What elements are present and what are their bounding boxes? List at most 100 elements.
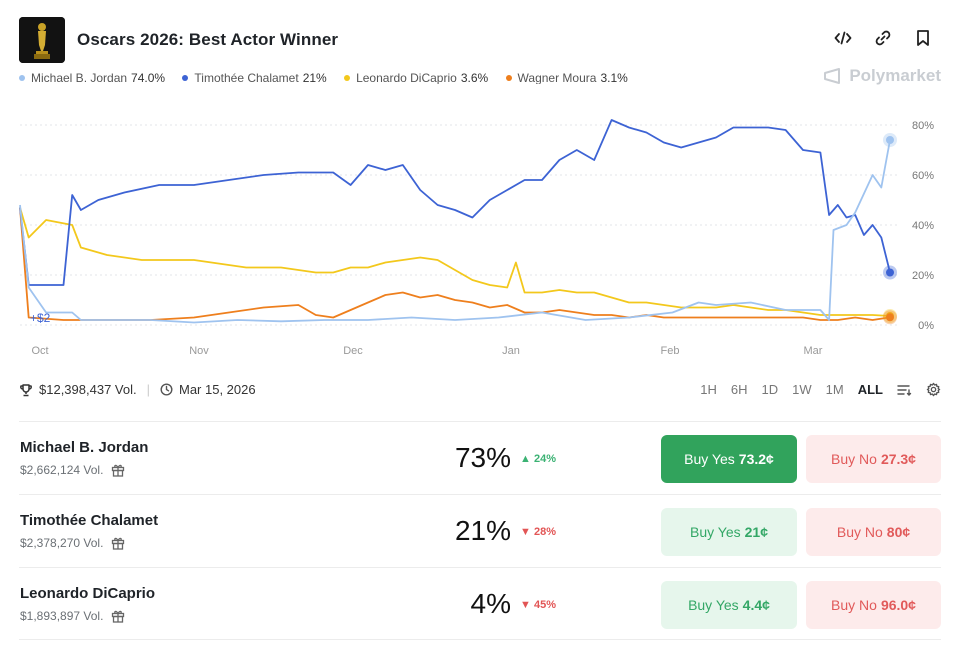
range-1h[interactable]: 1H bbox=[700, 382, 717, 397]
legend-name: Leonardo DiCaprio bbox=[356, 71, 457, 84]
y-tick-label: 20% bbox=[912, 270, 934, 282]
outcome-change: ▼ 28% bbox=[520, 526, 556, 538]
price-history-chart[interactable]: 80% 60% 40% 20% 0% Oct Nov Dec Jan Feb Mar +$2 bbox=[0, 90, 959, 362]
outcome-row-michael-b-jordan[interactable]: Michael B. Jordan $2,662,124 Vol. 73% ▲ … bbox=[19, 421, 941, 494]
buy-yes-price: 73.2¢ bbox=[738, 451, 774, 467]
buy-no-button[interactable]: Buy No 27.3¢ bbox=[806, 435, 941, 483]
legend-dot-icon bbox=[19, 75, 25, 81]
range-6h[interactable]: 6H bbox=[730, 382, 748, 397]
clock-icon bbox=[160, 383, 173, 396]
trophy-icon bbox=[19, 383, 33, 396]
series-line-timoth-e-chalamet bbox=[19, 119, 891, 286]
series-line-michael-b-jordan bbox=[19, 139, 891, 324]
buy-yes-label: Buy Yes bbox=[690, 524, 741, 540]
settings-gear-icon[interactable] bbox=[926, 382, 941, 397]
bookmark-icon[interactable] bbox=[913, 28, 933, 48]
legend-item: Timothée Chalamet 21% bbox=[182, 71, 327, 84]
legend-name: Wagner Moura bbox=[517, 71, 597, 84]
legend-item: Michael B. Jordan 74.0% bbox=[19, 71, 165, 84]
buy-yes-label: Buy Yes bbox=[684, 451, 735, 467]
legend-dot-icon bbox=[344, 75, 351, 81]
buy-no-price: 80¢ bbox=[886, 524, 911, 540]
buy-no-label: Buy No bbox=[836, 524, 883, 540]
legend-value: 21% bbox=[302, 71, 327, 84]
buy-no-button[interactable]: Buy No 80¢ bbox=[806, 508, 941, 556]
legend-value: 3.6% bbox=[460, 71, 489, 84]
buy-yes-button[interactable]: Buy Yes 21¢ bbox=[661, 508, 797, 556]
buy-no-price: 96.0¢ bbox=[880, 597, 916, 613]
buy-yes-label: Buy Yes bbox=[688, 597, 739, 613]
legend-value: 74.0% bbox=[131, 71, 166, 84]
outcome-name: Timothée Chalamet bbox=[20, 512, 159, 529]
buy-no-price: 27.3¢ bbox=[880, 451, 916, 467]
buy-yes-price: 21¢ bbox=[744, 524, 768, 540]
legend-name: Michael B. Jordan bbox=[31, 71, 128, 84]
code-icon[interactable] bbox=[833, 28, 853, 48]
outcome-volume: $2,662,124 Vol. bbox=[20, 463, 125, 477]
series-end-marker bbox=[886, 136, 894, 144]
outcome-change-value: 28% bbox=[533, 526, 556, 538]
legend-dot-icon bbox=[182, 75, 189, 81]
x-tick-label: Jan bbox=[502, 345, 520, 357]
total-volume: $12,398,437 Vol. bbox=[39, 382, 137, 397]
y-tick-label: 80% bbox=[912, 120, 934, 132]
market-header: Oscars 2026: Best Actor Winner bbox=[0, 0, 959, 72]
outcome-change: ▲ 24% bbox=[520, 453, 556, 465]
outcome-probability: 4% bbox=[470, 588, 511, 619]
gift-icon[interactable] bbox=[111, 536, 125, 550]
range-all[interactable]: ALL bbox=[857, 382, 883, 397]
gift-icon[interactable] bbox=[111, 609, 125, 623]
polymarket-logo-icon bbox=[824, 68, 841, 84]
range-1w[interactable]: 1W bbox=[792, 382, 812, 397]
series-line-leonardo-dicaprio bbox=[19, 207, 891, 317]
filter-lines-icon[interactable] bbox=[897, 383, 912, 397]
outcome-row-leonardo-dicaprio[interactable]: Leonardo DiCaprio $1,893,897 Vol. 4% ▼ 4… bbox=[19, 567, 941, 640]
triangle-down-icon: ▼ bbox=[520, 526, 531, 538]
triangle-down-icon: ▼ bbox=[520, 599, 531, 611]
legend-item: Leonardo DiCaprio 3.6% bbox=[344, 71, 488, 84]
divider: | bbox=[146, 382, 150, 397]
range-1d[interactable]: 1D bbox=[761, 382, 779, 397]
outcome-volume: $2,378,270 Vol. bbox=[20, 536, 125, 550]
outcome-volume-text: $2,662,124 Vol. bbox=[20, 463, 104, 477]
x-tick-label: Mar bbox=[804, 345, 823, 357]
chart-annotation: +$2 bbox=[30, 311, 51, 325]
buy-no-label: Buy No bbox=[831, 597, 877, 613]
range-1m[interactable]: 1M bbox=[825, 382, 844, 397]
time-range-selector: 1H 6H 1D 1W 1M ALL bbox=[700, 382, 941, 397]
legend-value: 3.1% bbox=[600, 71, 628, 84]
buy-yes-price: 4.4¢ bbox=[742, 597, 770, 613]
outcome-volume: $1,893,897 Vol. bbox=[20, 609, 125, 623]
outcome-probability: 21% bbox=[454, 515, 511, 546]
outcome-row-timothee-chalamet[interactable]: Timothée Chalamet $2,378,270 Vol. 21% ▼ … bbox=[19, 494, 941, 567]
gift-icon[interactable] bbox=[111, 463, 125, 477]
link-icon[interactable] bbox=[873, 28, 893, 48]
legend-name: Timothée Chalamet bbox=[194, 71, 299, 84]
buy-yes-button[interactable]: Buy Yes 4.4¢ bbox=[661, 581, 797, 629]
outcome-volume-text: $1,893,897 Vol. bbox=[20, 609, 104, 623]
buy-no-label: Buy No bbox=[831, 451, 877, 467]
series-end-marker bbox=[886, 268, 894, 277]
outcome-change-value: 24% bbox=[533, 453, 556, 465]
buy-yes-button[interactable]: Buy Yes 73.2¢ bbox=[661, 435, 797, 483]
outcome-name: Leonardo DiCaprio bbox=[20, 585, 156, 602]
outcome-volume-text: $2,378,270 Vol. bbox=[20, 536, 104, 550]
outcome-change-value: 45% bbox=[533, 599, 556, 611]
watermark-text: Polymarket bbox=[849, 66, 941, 85]
buy-no-button[interactable]: Buy No 96.0¢ bbox=[806, 581, 941, 629]
y-tick-label: 0% bbox=[918, 320, 934, 332]
chart-legend: Michael B. Jordan 74.0% Timothée Chalamet… bbox=[19, 70, 642, 84]
outcome-change: ▼ 45% bbox=[520, 599, 556, 611]
series-line-wagner-moura bbox=[19, 207, 891, 321]
polymarket-watermark: Polymarket bbox=[823, 66, 941, 86]
y-tick-label: 60% bbox=[912, 170, 934, 182]
outcomes-list: Michael B. Jordan $2,662,124 Vol. 73% ▲ … bbox=[19, 421, 941, 640]
x-tick-label: Dec bbox=[343, 345, 363, 357]
x-tick-label: Feb bbox=[661, 345, 680, 357]
stats-bar: $12,398,437 Vol. | Mar 15, 2026 1H 6H 1D… bbox=[19, 382, 941, 402]
legend-dot-icon bbox=[505, 75, 512, 81]
market-title: Oscars 2026: Best Actor Winner bbox=[77, 30, 339, 49]
end-date: Mar 15, 2026 bbox=[178, 382, 256, 397]
triangle-up-icon: ▲ bbox=[520, 453, 531, 465]
x-tick-label: Nov bbox=[189, 345, 209, 357]
